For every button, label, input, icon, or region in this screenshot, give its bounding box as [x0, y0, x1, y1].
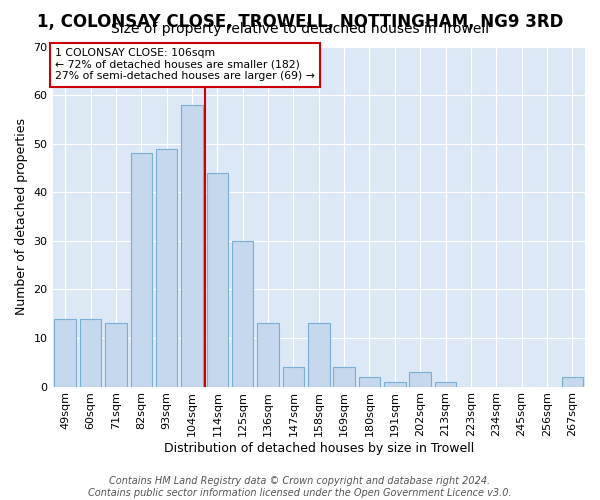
Bar: [409, 372, 431, 386]
Bar: [181, 105, 203, 386]
Text: 1 COLONSAY CLOSE: 106sqm
← 72% of detached houses are smaller (182)
27% of semi-: 1 COLONSAY CLOSE: 106sqm ← 72% of detach…: [55, 48, 315, 82]
Bar: [55, 318, 76, 386]
Bar: [206, 173, 228, 386]
Text: Contains HM Land Registry data © Crown copyright and database right 2024.
Contai: Contains HM Land Registry data © Crown c…: [88, 476, 512, 498]
Bar: [232, 241, 253, 386]
Bar: [283, 367, 304, 386]
Bar: [308, 324, 329, 386]
Bar: [156, 148, 178, 386]
Bar: [257, 324, 279, 386]
Bar: [131, 154, 152, 386]
Bar: [105, 324, 127, 386]
X-axis label: Distribution of detached houses by size in Trowell: Distribution of detached houses by size …: [164, 442, 474, 455]
Text: Size of property relative to detached houses in Trowell: Size of property relative to detached ho…: [111, 22, 489, 36]
Bar: [334, 367, 355, 386]
Bar: [359, 377, 380, 386]
Text: 1, COLONSAY CLOSE, TROWELL, NOTTINGHAM, NG9 3RD: 1, COLONSAY CLOSE, TROWELL, NOTTINGHAM, …: [37, 12, 563, 30]
Bar: [384, 382, 406, 386]
Bar: [435, 382, 457, 386]
Bar: [562, 377, 583, 386]
Y-axis label: Number of detached properties: Number of detached properties: [15, 118, 28, 315]
Bar: [80, 318, 101, 386]
